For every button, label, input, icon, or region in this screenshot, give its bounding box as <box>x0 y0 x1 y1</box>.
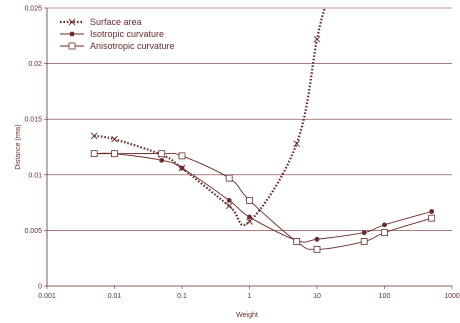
series-0-point-4 <box>225 202 233 210</box>
series-0-point-0 <box>90 132 98 140</box>
series-2-point-10 <box>428 214 436 222</box>
series-1-point-9 <box>382 222 387 228</box>
series-2-point-1 <box>111 150 118 158</box>
legend-entry-2: Anisotropic curvature <box>60 41 175 51</box>
series-2-point-7 <box>313 245 321 253</box>
x-tick-label-1: 0.01 <box>108 293 122 300</box>
series-0-point-0-b <box>90 132 98 140</box>
y-tick-label-4: 0.02 <box>28 61 42 68</box>
y-axis-label: Distance (rms) <box>15 124 22 170</box>
x-tick-label-2: 0.1 <box>177 293 187 300</box>
series-2-point-4 <box>225 174 233 182</box>
series-1-point-5 <box>247 214 252 220</box>
series-1-point-3 <box>179 165 185 171</box>
series-2-point-0 <box>90 150 98 158</box>
series-2-point-8 <box>360 238 368 245</box>
y-tick-label-0: 0 <box>38 284 42 291</box>
axes <box>44 7 453 289</box>
legend-marker-2 <box>68 42 76 50</box>
tick-labels: 0 0.005 0.01 0.015 0.02 0.025 0.001 0.01 0.1 1 10 1… <box>24 6 459 301</box>
series-2-point-6 <box>293 238 301 245</box>
series-0-point-7 <box>313 35 321 43</box>
x-axis-label: Weight <box>236 312 258 319</box>
x-tick-label-6: 1000 <box>444 293 460 300</box>
legend-label-0: Surface area <box>90 17 142 27</box>
series-layer <box>90 8 436 253</box>
legend: Surface area Isotropic curvature Anisotrop… <box>60 17 175 51</box>
x-tick-label-3: 1 <box>248 293 252 300</box>
legend-label-2: Anisotropic curvature <box>90 41 175 51</box>
x-tick-label-4: 10 <box>313 293 321 300</box>
series-0-point-4-b <box>225 202 233 210</box>
x-tick-label-5: 100 <box>379 293 391 300</box>
series-0-point-5 <box>246 218 253 225</box>
series-0-point-6 <box>293 140 300 147</box>
series-1-point-2 <box>159 157 165 163</box>
series-2-point-9 <box>381 229 388 237</box>
legend-marker-0 <box>68 18 76 26</box>
series-0-point-1 <box>111 135 118 143</box>
series-2-point-3 <box>178 152 186 160</box>
legend-marker-0-b <box>68 18 76 26</box>
series-1 <box>91 151 435 243</box>
series-1-line <box>94 152 432 243</box>
y-tick-label-3: 0.015 <box>24 117 42 124</box>
x-tick-label-0: 0.001 <box>38 293 56 300</box>
legend-label-1: Isotropic curvature <box>90 29 164 39</box>
series-2 <box>90 150 436 253</box>
series-1-point-7 <box>314 236 320 242</box>
series-1-point-10 <box>429 209 435 214</box>
legend-marker-1 <box>69 31 75 37</box>
series-0-point-6-b <box>293 140 300 147</box>
series-1-point-8 <box>361 230 367 236</box>
series-0-point-7-b <box>313 35 321 43</box>
y-tick-label-5: 0.025 <box>24 6 42 13</box>
series-0-point-1-b <box>111 135 118 143</box>
y-tick-label-2: 0.01 <box>28 172 42 179</box>
series-2-point-2 <box>158 150 166 158</box>
series-2-line <box>94 152 432 250</box>
series-2-point-5 <box>246 196 253 204</box>
legend-entry-0: Surface area <box>60 17 142 27</box>
series-1-point-4 <box>226 197 232 203</box>
legend-entry-1: Isotropic curvature <box>60 29 164 39</box>
y-tick-label-1: 0.005 <box>24 228 42 235</box>
series-0-point-5-b <box>246 218 253 225</box>
